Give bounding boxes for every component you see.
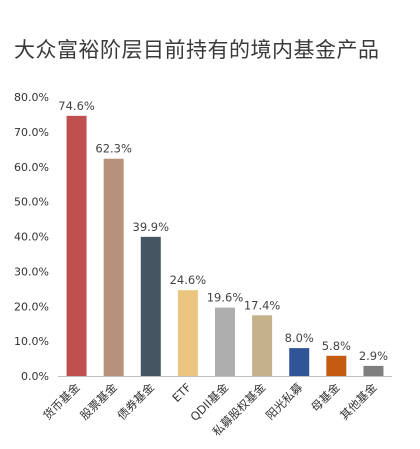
bar (177, 290, 198, 376)
data-label: 74.6% (58, 99, 95, 113)
data-label: 17.4% (244, 298, 281, 312)
y-tick-label: 10.0% (14, 335, 49, 348)
bar (140, 236, 161, 376)
y-tick-label: 80.0% (14, 91, 49, 104)
x-tick-label: 货币基金 (40, 380, 83, 423)
x-tick-label: 母基金 (308, 380, 343, 415)
y-tick-label: 40.0% (14, 231, 49, 244)
y-tick-label: 0.0% (21, 370, 49, 383)
bar (66, 115, 87, 377)
data-label: 5.8% (322, 339, 351, 353)
bar (363, 365, 384, 376)
x-tick-label: 阳光私募 (263, 380, 306, 423)
y-tick-label: 70.0% (14, 126, 49, 139)
y-tick-label: 60.0% (14, 161, 49, 174)
bar (289, 348, 310, 376)
y-tick-label: 50.0% (14, 196, 49, 209)
y-tick-label: 20.0% (14, 300, 49, 313)
bar (103, 158, 124, 376)
data-label: 19.6% (207, 291, 244, 305)
x-tick-label: 债券基金 (114, 380, 157, 423)
data-label: 8.0% (285, 331, 314, 345)
x-tick-label: 股票基金 (77, 380, 120, 423)
bar (326, 355, 347, 376)
y-tick-label: 30.0% (14, 265, 49, 278)
data-label: 24.6% (170, 273, 207, 287)
bar (252, 315, 273, 376)
chart-title: 大众富裕阶层目前持有的境内基金产品 (14, 38, 380, 62)
data-label: 62.3% (95, 142, 132, 156)
data-label: 39.9% (133, 220, 170, 234)
bar (215, 307, 235, 376)
x-tick-label: 其他基金 (337, 380, 380, 423)
data-label: 2.9% (359, 349, 388, 363)
x-tick-label: ETF (169, 380, 194, 405)
